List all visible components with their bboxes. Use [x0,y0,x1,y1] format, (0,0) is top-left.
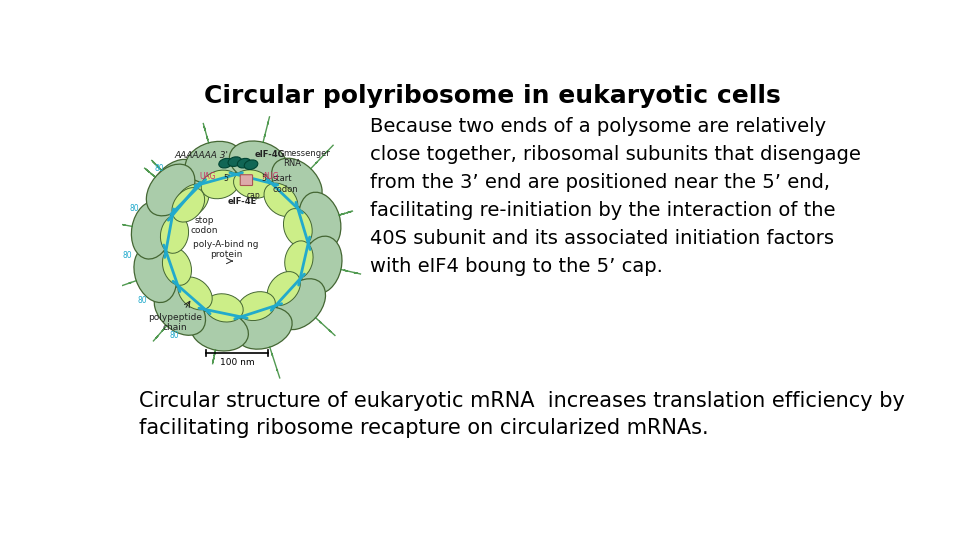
Ellipse shape [219,158,232,168]
Ellipse shape [233,170,272,198]
Ellipse shape [202,170,239,199]
Text: messenger
RNA: messenger RNA [283,149,330,168]
Text: eIF-4G: eIF-4G [254,150,285,159]
Text: polypeptide
chain: polypeptide chain [148,313,203,332]
Text: 80: 80 [123,251,132,260]
Ellipse shape [146,164,195,216]
Ellipse shape [205,294,243,322]
Text: start
codon: start codon [273,174,299,194]
Ellipse shape [285,241,313,279]
Ellipse shape [172,187,204,222]
Ellipse shape [235,307,292,349]
FancyBboxPatch shape [240,175,252,186]
Text: Circular polyribosome in eukaryotic cells: Circular polyribosome in eukaryotic cell… [204,84,780,107]
Text: 80: 80 [129,204,138,213]
Ellipse shape [151,159,201,210]
Ellipse shape [155,286,205,335]
Text: 80: 80 [169,331,179,340]
Ellipse shape [190,310,249,351]
Ellipse shape [178,277,212,310]
Ellipse shape [276,279,325,329]
Ellipse shape [185,141,243,183]
Text: UAG: UAG [200,172,216,181]
Text: 5': 5' [224,174,230,183]
Ellipse shape [264,183,298,217]
Ellipse shape [229,141,287,183]
Text: 80: 80 [155,164,164,173]
Text: 5': 5' [261,174,268,183]
Ellipse shape [244,160,258,170]
Text: Circular structure of eukaryotic mRNA  increases translation efficiency by
facil: Circular structure of eukaryotic mRNA in… [138,391,904,438]
Ellipse shape [162,248,191,285]
Ellipse shape [132,201,172,259]
Ellipse shape [237,158,251,168]
Ellipse shape [160,215,188,253]
Text: 100 nm: 100 nm [220,357,254,367]
Ellipse shape [300,236,342,294]
Text: eIF-4E: eIF-4E [228,197,256,206]
Ellipse shape [238,292,276,321]
Text: cap: cap [247,191,260,200]
Ellipse shape [134,246,177,302]
Text: poly-A-bind ng
protein: poly-A-bind ng protein [193,240,259,259]
Text: 80: 80 [137,296,147,305]
Text: Because two ends of a polysome are relatively
close together, ribosomal subunits: Because two ends of a polysome are relat… [370,117,861,276]
Ellipse shape [176,184,209,218]
Ellipse shape [228,157,242,166]
Text: AAAAAAA 3': AAAAAAA 3' [175,151,228,160]
Ellipse shape [299,192,341,249]
Ellipse shape [283,208,312,246]
Ellipse shape [272,158,323,208]
Text: stop
codon: stop codon [190,215,218,235]
Ellipse shape [267,272,300,306]
Text: AUG: AUG [263,172,279,181]
